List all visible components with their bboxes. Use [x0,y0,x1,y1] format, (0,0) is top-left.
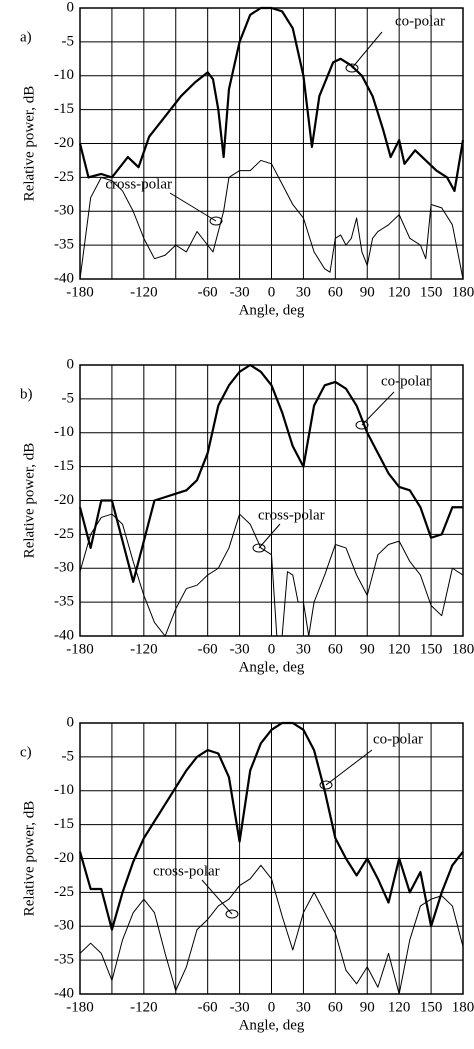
y-tick-label: -30 [54,560,74,576]
x-tick-label: 30 [296,999,311,1015]
annotation-text: cross-polar [153,863,220,879]
x-tick-label: 60 [328,999,343,1015]
panel-label: b) [20,386,33,402]
y-axis-label: Relative power, dB [21,86,37,202]
annotation-text: cross-polar [258,507,325,523]
x-tick-label: 120 [388,999,411,1015]
y-tick-label: -35 [54,952,74,968]
x-tick-label: -60 [198,641,218,657]
series-line [78,6,465,193]
y-tick-label: -35 [54,594,74,610]
y-tick-label: 0 [67,0,75,15]
x-tick-label: -180 [66,641,94,657]
annotation-text: co-polar [395,13,445,29]
y-tick-label: -25 [54,526,74,542]
y-tick-label: 0 [67,356,75,372]
x-axis-label: Angle, deg [239,659,305,675]
x-tick-label: 180 [452,999,474,1015]
y-tick-label: -20 [54,492,74,508]
x-tick-label: -30 [230,999,250,1015]
series-line [78,721,464,931]
x-tick-label: -120 [130,284,158,300]
y-axis-label: Relative power, dB [21,801,37,917]
x-tick-label: 120 [388,641,411,657]
annotation-text: co-polar [373,731,423,747]
x-tick-label: 90 [360,999,375,1015]
x-tick-label: 90 [360,641,375,657]
y-tick-label: -5 [62,33,75,49]
annotation-leader [361,391,395,426]
x-tick-label: 0 [268,999,276,1015]
x-tick-label: 180 [452,641,474,657]
x-tick-label: 150 [420,999,443,1015]
panel-label: c) [20,744,32,760]
y-tick-label: -20 [54,850,74,866]
y-tick-label: -15 [54,101,74,117]
y-tick-label: -30 [54,918,74,934]
x-tick-label: 120 [388,284,411,300]
x-tick-label: 0 [268,641,276,657]
x-axis-label: Angle, deg [239,1017,305,1033]
y-tick-label: -40 [54,627,74,643]
y-tick-label: -10 [54,67,74,83]
series-line [79,159,464,280]
y-tick-label: -35 [54,237,74,253]
plot-frame [79,722,464,995]
y-tick-label: -5 [62,390,75,406]
x-tick-label: -120 [130,999,158,1015]
x-tick-label: 90 [360,284,375,300]
x-tick-label: -30 [230,641,250,657]
y-tick-label: -10 [54,424,74,440]
annotation-ellipse [345,63,359,73]
x-tick-label: -180 [66,999,94,1015]
y-tick-label: -30 [54,203,74,219]
x-tick-label: 150 [420,284,443,300]
y-tick-label: 0 [67,714,75,730]
annotation-leader [325,749,373,786]
annotation-ellipse [355,420,369,430]
y-tick-label: -25 [54,169,74,185]
y-tick-label: -20 [54,135,74,151]
annotation-ellipse [319,780,333,790]
x-tick-label: 30 [296,641,311,657]
y-tick-label: -5 [62,748,75,764]
y-tick-label: -15 [54,458,74,474]
annotation-leader [169,192,217,222]
x-tick-label: 30 [296,284,311,300]
annotation-ellipse [209,216,223,226]
y-tick-label: -15 [54,816,74,832]
x-tick-label: -60 [198,284,218,300]
x-tick-label: 150 [420,641,443,657]
y-tick-label: -40 [54,270,74,286]
x-tick-label: 60 [328,641,343,657]
x-tick-label: -30 [230,284,250,300]
series-line [78,363,463,583]
annotation-leader [351,31,383,69]
y-tick-label: -25 [54,884,74,900]
panel-label: a) [20,29,32,45]
annotation-text: co-polar [381,373,431,389]
plot-frame [79,364,464,637]
y-tick-label: -40 [54,985,74,1001]
x-tick-label: -180 [66,284,94,300]
annotation-ellipse [225,909,239,919]
annotation-text: cross-polar [105,176,172,192]
annotation-ellipse [252,543,266,553]
x-tick-label: -120 [130,641,158,657]
series-line [79,864,464,995]
x-tick-label: 180 [452,284,474,300]
annotation-leader [258,523,281,549]
y-axis-label: Relative power, dB [21,443,37,559]
x-axis-label: Angle, deg [239,302,305,318]
x-tick-label: -60 [198,999,218,1015]
series-line [79,513,464,637]
annotation-leader [201,879,233,915]
y-tick-label: -10 [54,782,74,798]
x-tick-label: 0 [268,284,276,300]
x-tick-label: 60 [328,284,343,300]
